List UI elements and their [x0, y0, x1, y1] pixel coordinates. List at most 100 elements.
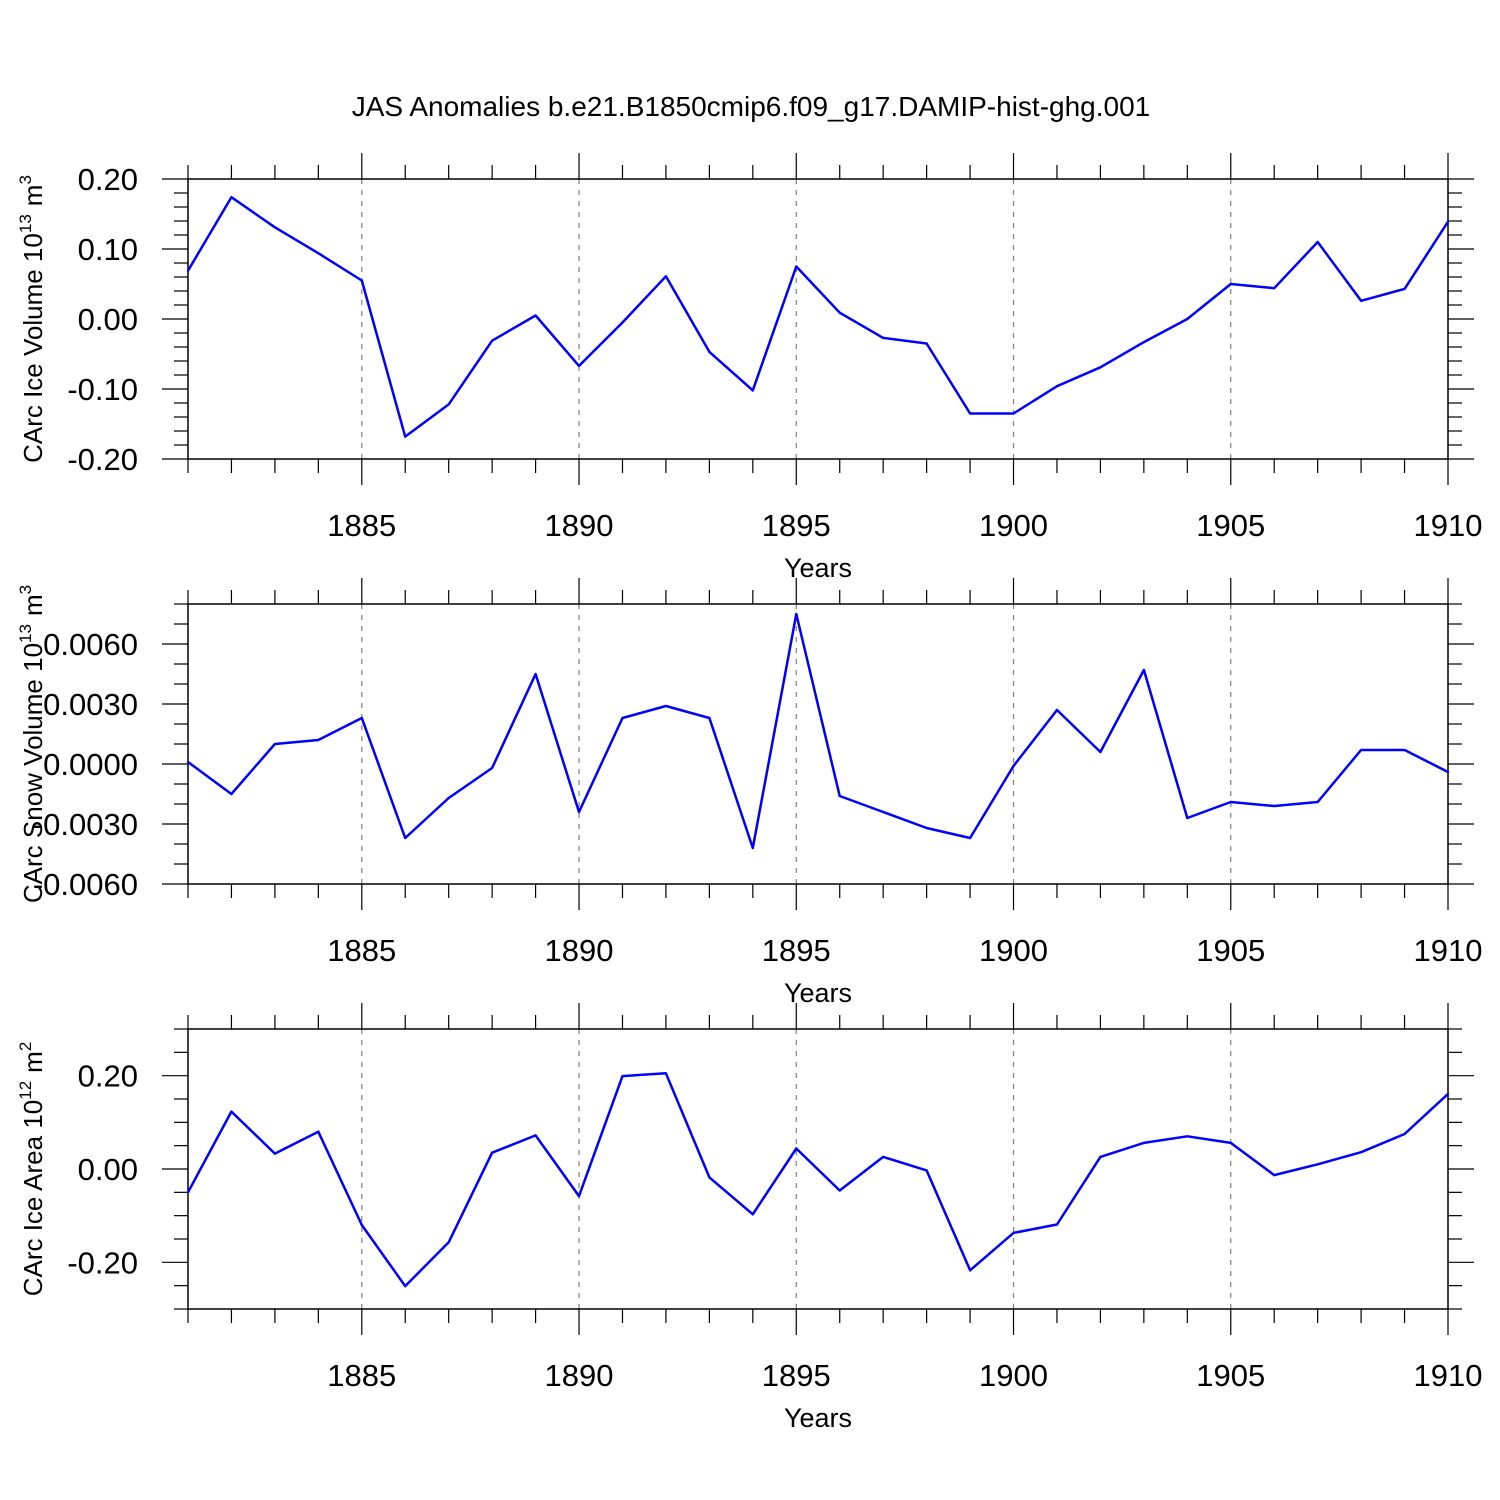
data-point: [1446, 770, 1450, 774]
data-point: [404, 435, 407, 438]
data-point: [968, 1269, 972, 1272]
data-point: [1142, 341, 1145, 344]
y-tick-label: 0.0060: [43, 627, 138, 662]
data-point: [534, 314, 537, 317]
data-point: [882, 1155, 885, 1158]
x-axis-label: Years: [784, 553, 852, 583]
data-point: [1229, 800, 1232, 804]
data-point: [1012, 764, 1015, 768]
data-point: [795, 265, 798, 268]
data-point: [1273, 287, 1276, 290]
data-point: [1142, 1141, 1145, 1144]
data-point: [534, 672, 537, 676]
x-tick-label: 1885: [327, 1358, 396, 1393]
y-tick-label: 0.10: [78, 232, 138, 267]
data-point: [882, 810, 885, 814]
data-point: [968, 412, 972, 415]
x-tick-label: 1905: [1196, 933, 1265, 968]
data-point: [1316, 800, 1319, 804]
data-point: [1360, 748, 1363, 752]
data-point: [882, 336, 885, 339]
y-tick-label: -0.0060: [33, 867, 138, 902]
data-point: [1229, 282, 1232, 286]
x-tick-label: 1900: [979, 933, 1048, 968]
x-tick-label: 1910: [1414, 933, 1483, 968]
data-point: [230, 196, 233, 199]
data-point: [1142, 668, 1145, 672]
data-point: [708, 1176, 711, 1179]
x-tick-label: 1895: [762, 933, 831, 968]
data-point: [708, 716, 711, 720]
data-point: [577, 810, 581, 814]
data-point: [1403, 748, 1406, 752]
data-point: [1360, 1151, 1363, 1154]
y-axis-label: CArc Snow Volume 1013m3: [16, 585, 48, 903]
data-point: [577, 1194, 581, 1198]
data-point: [838, 1189, 841, 1192]
data-point: [1186, 1135, 1189, 1138]
x-tick-label: 1890: [545, 508, 614, 543]
data-point: [317, 738, 320, 742]
x-tick-label: 1895: [762, 1358, 831, 1393]
data-point: [1186, 816, 1189, 820]
y-tick-label: -0.20: [67, 1245, 138, 1280]
x-tick-label: 1895: [762, 508, 831, 543]
data-point: [230, 792, 233, 796]
data-point: [1012, 412, 1015, 415]
y-tick-label: 0.0000: [43, 747, 138, 782]
data-point: [273, 742, 276, 746]
y-axis-label: CArc Ice Area 1012m2: [16, 1042, 48, 1297]
data-point: [664, 704, 668, 708]
y-tick-label: 0.00: [78, 1152, 138, 1187]
data-point: [317, 1130, 320, 1133]
data-point: [404, 836, 407, 840]
data-point: [273, 226, 276, 229]
data-point: [621, 716, 624, 720]
x-tick-label: 1900: [979, 508, 1048, 543]
data-point: [317, 252, 320, 255]
data-point: [795, 1147, 798, 1150]
x-tick-label: 1890: [545, 933, 614, 968]
x-tick-label: 1900: [979, 1358, 1048, 1393]
data-point: [1316, 1163, 1319, 1166]
chart-title: JAS Anomalies b.e21.B1850cmip6.f09_g17.D…: [352, 91, 1150, 122]
data-point: [447, 403, 450, 406]
data-point: [751, 1213, 754, 1216]
data-point: [838, 794, 841, 798]
data-point: [1446, 220, 1450, 223]
data-point: [186, 269, 190, 272]
data-point: [230, 1110, 233, 1113]
data-point: [447, 796, 450, 800]
data-point: [1099, 366, 1102, 369]
data-point: [925, 826, 928, 830]
chart-panel-3: -0.20 0.00 0.20 1885 1890 1895 1900 1905 1910 Yea…: [16, 1003, 1482, 1433]
data-point: [1360, 299, 1363, 302]
x-axis-label: Years: [784, 1403, 852, 1433]
data-point: [664, 275, 668, 278]
data-point: [360, 716, 363, 720]
data-point: [1229, 1141, 1232, 1144]
x-tick-label: 1890: [545, 1358, 614, 1393]
chart-panel-2: -0.0060 -0.0030 0.0000 0.0030 0.0060 1885 1890…: [16, 578, 1482, 1008]
data-point: [186, 1191, 190, 1194]
data-point: [360, 279, 363, 282]
x-tick-label: 1910: [1414, 508, 1483, 543]
data-point: [186, 760, 190, 764]
data-point: [751, 846, 754, 850]
data-point: [925, 1169, 928, 1172]
data-point: [1273, 1173, 1276, 1177]
x-tick-label: 1905: [1196, 1358, 1265, 1393]
data-point: [708, 350, 711, 353]
y-tick-label: 0.20: [78, 1059, 138, 1094]
y-tick-label: 0.20: [78, 162, 138, 197]
y-tick-label: -0.10: [67, 372, 138, 407]
data-point: [664, 1072, 668, 1075]
data-point: [751, 389, 754, 392]
data-point: [1099, 750, 1102, 754]
data-point: [577, 364, 581, 367]
x-tick-label: 1885: [327, 933, 396, 968]
y-tick-label: -0.20: [67, 442, 138, 477]
data-point: [621, 1075, 624, 1078]
data-point: [621, 321, 624, 324]
